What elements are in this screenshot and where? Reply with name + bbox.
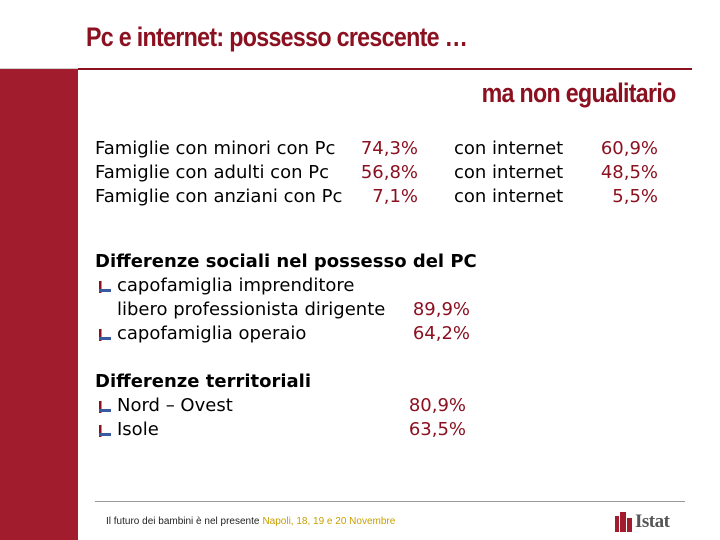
social-item-label: capofamiglia operaio — [117, 323, 307, 344]
territorial-heading: Differenze territoriali — [95, 371, 311, 392]
page-title: Pc e internet: possesso crescente … — [86, 22, 468, 52]
pc-value: 7,1% — [372, 186, 418, 207]
pc-value: 74,3% — [360, 138, 418, 159]
bullet-icon — [99, 425, 111, 437]
stats-row-minori: Famiglie con minori con Pc 74,3% con int… — [95, 137, 695, 161]
social-value: 64,2% — [412, 323, 470, 344]
internet-value: 48,5% — [600, 162, 658, 183]
internet-value: 60,9% — [600, 138, 658, 159]
pc-value: 56,8% — [360, 162, 418, 183]
internet-value: 5,5% — [612, 186, 658, 207]
internet-label: con internet — [454, 162, 564, 183]
title-divider — [78, 68, 692, 70]
territorial-value: 63,5% — [408, 419, 466, 440]
footer-caption: Il futuro dei bambini è nel presente Napo… — [106, 516, 395, 527]
sidebar-band — [0, 0, 78, 540]
logo-text: Istat — [635, 511, 670, 532]
social-item-label: capofamiglia imprenditore — [117, 275, 355, 296]
bullet-icon — [99, 329, 111, 341]
stats-row-adulti: Famiglie con adulti con Pc 56,8% con int… — [95, 161, 695, 185]
sidebar-top-block — [0, 0, 78, 69]
territorial-item-label: Isole — [117, 419, 159, 440]
internet-label: con internet — [454, 138, 564, 159]
bullet-icon — [99, 401, 111, 413]
stats-label: Famiglie con anziani con Pc — [95, 186, 343, 207]
territorial-item-label: Nord – Ovest — [117, 395, 233, 416]
social-value: 89,9% — [412, 299, 470, 320]
territorial-value: 80,9% — [408, 395, 466, 416]
page-subtitle: ma non egualitario — [481, 78, 677, 108]
istat-logo: Istat — [615, 510, 687, 534]
footer-title: Il futuro dei bambini è nel presente — [106, 516, 260, 527]
stats-label: Famiglie con adulti con Pc — [95, 162, 329, 183]
footer-divider — [95, 501, 685, 502]
logo-mark-icon — [615, 512, 632, 532]
stats-row-anziani: Famiglie con anziani con Pc 7,1% con int… — [95, 185, 695, 209]
stats-label: Famiglie con minori con Pc — [95, 138, 336, 159]
bullet-icon — [99, 281, 111, 293]
social-item-label-cont: libero professionista dirigente — [117, 299, 386, 320]
footer-event: Napoli, 18, 19 e 20 Novembre — [262, 516, 396, 527]
internet-label: con internet — [454, 186, 564, 207]
social-heading: Differenze sociali nel possesso del PC — [95, 251, 477, 272]
